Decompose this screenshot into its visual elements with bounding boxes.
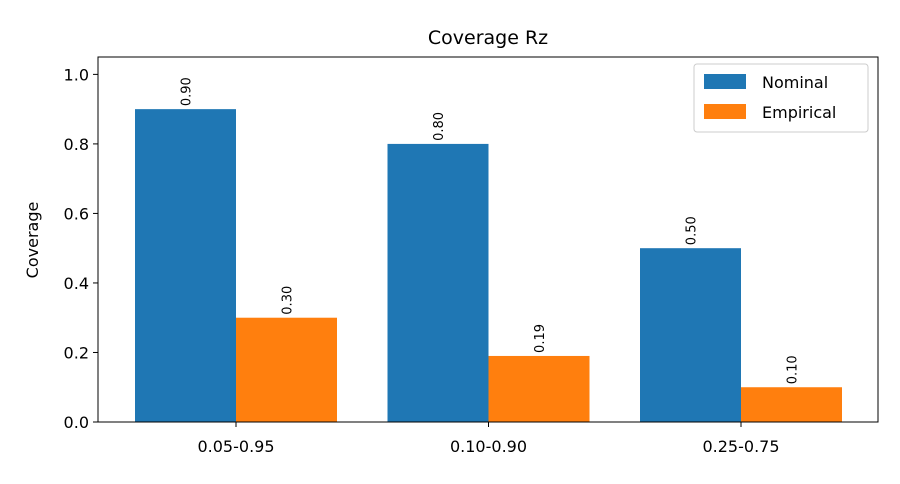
y-tick-label: 0.4	[64, 274, 89, 293]
legend-swatch	[704, 74, 746, 89]
legend-label: Empirical	[762, 103, 836, 122]
x-tick-label: 0.05-0.95	[197, 437, 274, 456]
y-axis-label: Coverage	[23, 202, 42, 279]
value-label: 0.10	[786, 355, 801, 384]
legend-swatch	[704, 104, 746, 119]
value-label: 0.80	[432, 112, 447, 141]
y-tick-label: 0.2	[64, 343, 89, 362]
y-tick-label: 1.0	[64, 65, 89, 84]
bar	[236, 317, 337, 422]
bar	[741, 387, 842, 422]
y-tick-label: 0.6	[64, 204, 89, 223]
bar	[387, 143, 489, 422]
value-label: 0.50	[685, 216, 700, 245]
chart-title: Coverage Rz	[428, 27, 548, 49]
y-tick-label: 0.0	[64, 413, 89, 432]
bar	[135, 109, 236, 423]
plot-frame	[97, 56, 879, 423]
value-label: 0.19	[533, 324, 548, 353]
value-label: 0.90	[180, 77, 195, 106]
x-tick-label: 0.10-0.90	[450, 437, 527, 456]
value-label: 0.30	[281, 286, 296, 315]
y-tick-label: 0.8	[64, 135, 89, 154]
x-tick-label: 0.25-0.75	[702, 437, 779, 456]
bar	[488, 355, 590, 422]
legend-label: Nominal	[762, 73, 828, 92]
bar	[640, 248, 741, 422]
